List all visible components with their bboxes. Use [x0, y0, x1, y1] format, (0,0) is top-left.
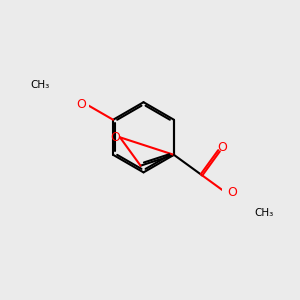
Text: O: O: [227, 186, 237, 199]
Text: O: O: [110, 131, 120, 144]
Text: CH₃: CH₃: [31, 80, 50, 90]
Text: O: O: [218, 141, 227, 154]
Text: O: O: [76, 98, 86, 111]
Text: CH₃: CH₃: [255, 208, 274, 218]
